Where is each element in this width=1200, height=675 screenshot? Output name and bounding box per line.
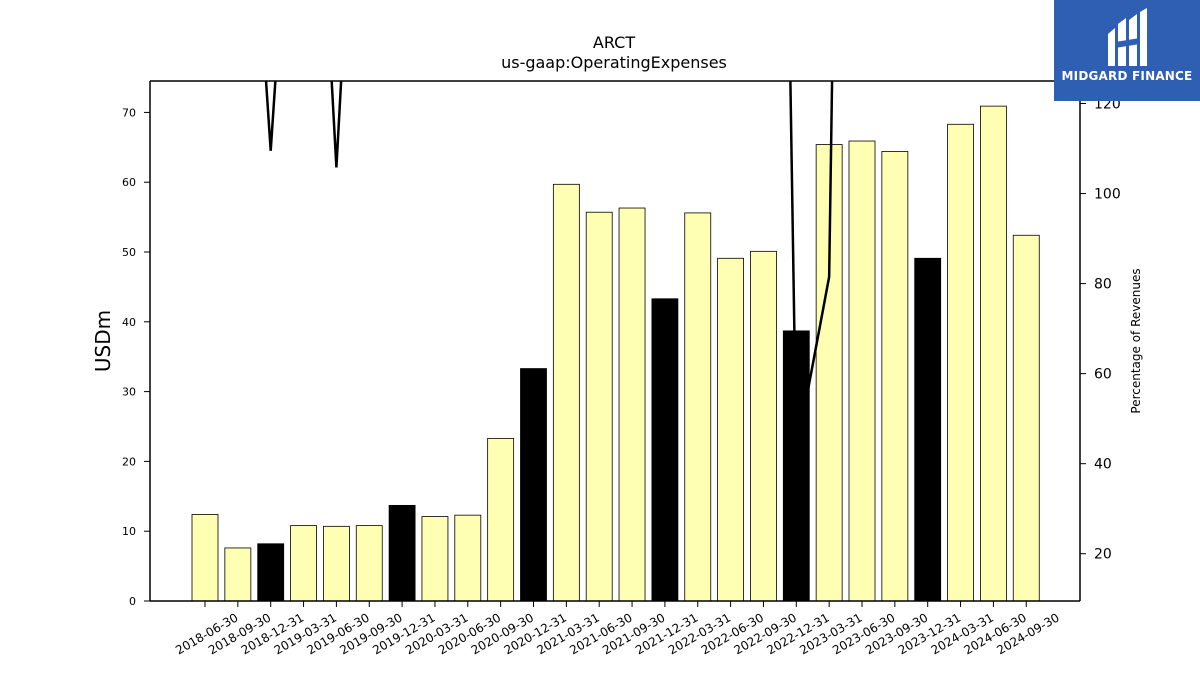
brand-mark-icon	[1108, 8, 1147, 66]
y2-tick-label: 100	[1094, 187, 1121, 203]
bar	[520, 368, 547, 602]
y2-axis-label: Percentage of Revenues	[1129, 268, 1143, 413]
bar	[651, 298, 679, 602]
y-tick-label: 70	[122, 106, 136, 119]
bar	[1012, 234, 1040, 602]
bar	[257, 543, 285, 602]
bar	[848, 140, 876, 602]
y-axis-label: USDm	[91, 310, 115, 372]
bar	[355, 525, 383, 602]
ratio-line	[264, 81, 834, 453]
bar	[914, 257, 942, 602]
bar	[290, 525, 317, 602]
y2-tick-label: 60	[1094, 367, 1112, 383]
brand-logo: MIDGARD FINANCE	[1054, 0, 1200, 101]
brand-logo-text: MIDGARD FINANCE	[1061, 69, 1193, 83]
bar	[421, 516, 449, 602]
ratio-line-segment	[789, 81, 834, 453]
bar	[980, 105, 1007, 602]
y-tick-label: 30	[122, 386, 136, 399]
bar	[618, 207, 646, 602]
bar	[552, 183, 580, 602]
bar	[322, 525, 350, 602]
y-tick-label: 20	[122, 455, 136, 468]
bar	[717, 257, 744, 602]
y-tick-label: 50	[122, 246, 136, 259]
ratio-line-segment	[330, 81, 343, 168]
y-tick-label: 0	[129, 595, 136, 608]
ratio-line-group	[264, 81, 834, 453]
chart-subtitle: us-gaap:OperatingExpenses	[501, 53, 727, 72]
bar	[750, 250, 777, 602]
bar	[388, 504, 416, 602]
y2-tick-label: 80	[1094, 277, 1112, 293]
bar	[947, 123, 974, 602]
bar	[585, 211, 613, 602]
bars-group	[191, 105, 1040, 602]
bar	[881, 151, 909, 602]
y-tick-label: 60	[122, 176, 136, 189]
bar	[224, 547, 252, 602]
bar	[782, 330, 810, 602]
y-tick-label: 40	[122, 316, 136, 329]
bar	[487, 437, 515, 602]
y2-tick-label: 40	[1094, 457, 1112, 473]
bar	[454, 514, 482, 602]
y2-tick-label: 20	[1094, 547, 1112, 563]
bar	[684, 212, 712, 602]
y-tick-label: 10	[122, 525, 136, 538]
bar	[191, 514, 219, 602]
ratio-line-segment	[264, 81, 277, 151]
chart-title: ARCT	[593, 33, 635, 52]
